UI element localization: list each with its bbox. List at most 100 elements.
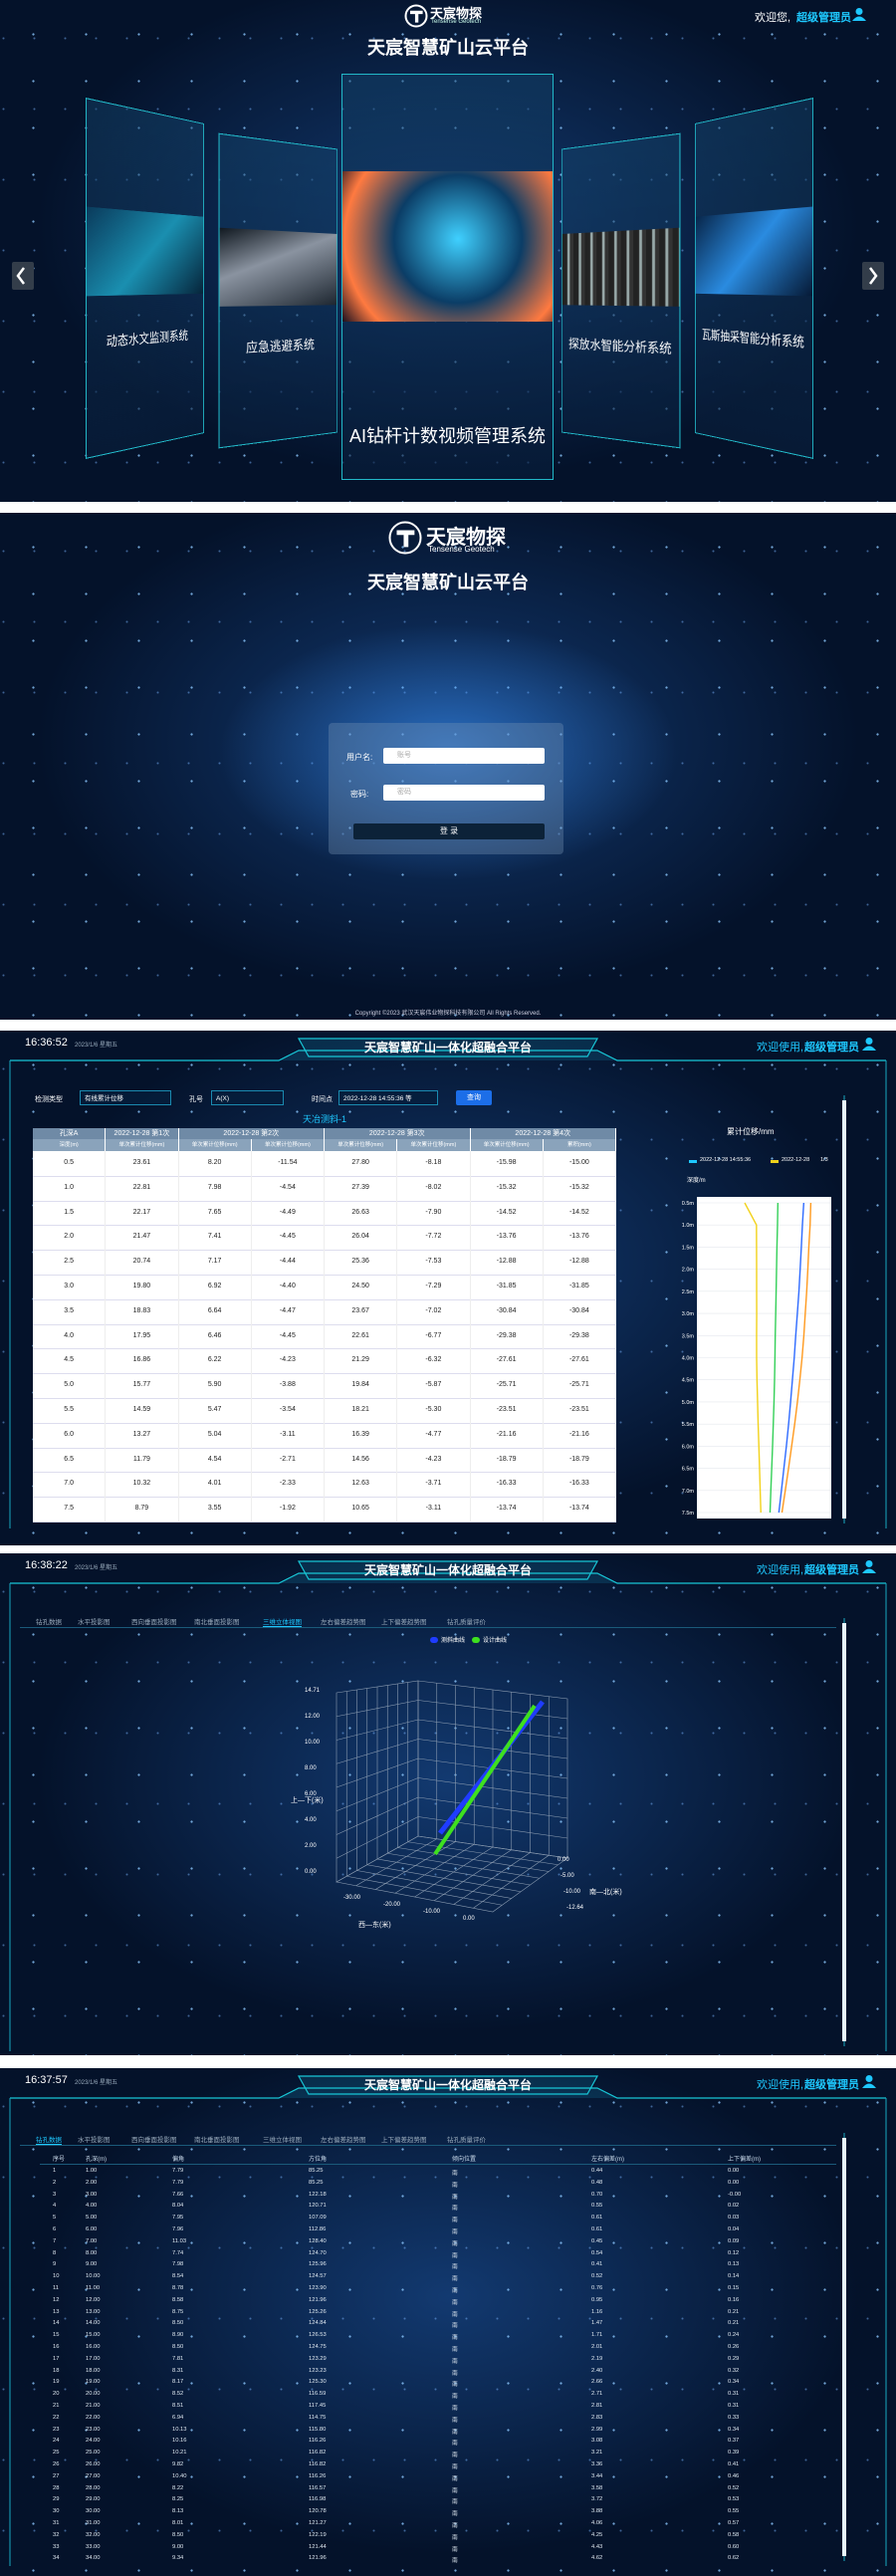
cell: 0.54 [591,2249,603,2256]
filter-select[interactable]: 2022-12-28 14:55:36 等 [338,1090,438,1105]
y-tick-label: 3.0m [682,1311,695,1317]
y-tick-label: -10.00 [563,1889,581,1895]
cell: 南 [452,2417,458,2424]
cell: 27.39 [325,1175,398,1201]
header-line [10,2075,886,2099]
cell: 2.81 [591,2403,603,2409]
cell: 14.56 [325,1447,398,1473]
cell: 南 [452,2406,458,2412]
cell: 8.13 [172,2508,184,2515]
login-button[interactable]: 登 录 [353,823,545,839]
cell: -0.00 [728,2191,742,2198]
cell: 2.01 [591,2344,603,2350]
cell: 8.50 [172,2344,184,2350]
column-header: 单次累计位移(mm) [325,1139,398,1151]
tab[interactable]: 钻孔质量评价 [447,2137,486,2144]
y-tick-label: 7.0m [682,1489,695,1495]
row-line [33,1373,616,1375]
cell: -4.40 [252,1275,325,1299]
logo-text: 天宸物探 [430,6,483,21]
cell: -13.76 [471,1225,544,1251]
filter-select[interactable]: A(X) [211,1090,284,1105]
tab[interactable]: 钻孔数据 [36,1619,62,1626]
cell: 25.36 [325,1250,398,1275]
filter-select[interactable]: 有线累计位移 [80,1090,171,1105]
system-card[interactable]: 应急逃避系统 [218,132,338,449]
z-tick-label: 2.00 [305,1843,317,1849]
cell: 20.00 [86,2391,101,2398]
tab[interactable]: 上下偏差趋势图 [381,2137,427,2144]
cell: 0.55 [591,2203,603,2210]
cell: -3.54 [252,1398,325,1423]
cell: 南 [452,2499,458,2506]
tab[interactable]: 左右偏差趋势图 [321,2137,366,2144]
cell: 0.34 [728,2379,740,2386]
cell: 7.79 [172,2179,184,2186]
tab[interactable]: 三维立体视图 [263,2137,302,2144]
cell: -29.38 [471,1323,544,1349]
cell: 26.04 [325,1225,398,1251]
query-button[interactable]: 查询 [456,1090,492,1105]
logo-ring [404,4,428,28]
cell: 3.55 [179,1497,252,1522]
tab[interactable]: 南北垂面投影图 [194,2137,240,2144]
cell: 10.16 [172,2438,187,2445]
cell: 3.08 [591,2438,603,2445]
cell: 15.77 [106,1373,179,1398]
password-input[interactable]: 密码 [383,785,545,801]
cell: 5.90 [179,1373,252,1398]
system-card[interactable]: AI钻杆计数视频管理系统 [341,74,554,480]
user-icon [862,1560,876,1573]
tab[interactable]: 南北垂面投影图 [194,1619,240,1626]
x-tick-label: 0.00 [463,1916,475,1922]
cell: 7.98 [172,2261,184,2268]
cell: 14.00 [86,2320,101,2327]
tab[interactable]: 水平投影图 [78,2137,111,2144]
cell: 南 [452,2382,458,2389]
cell: 0.31 [728,2391,740,2398]
cell: 125.96 [309,2261,327,2268]
cell: -16.33 [544,1472,616,1498]
username-input[interactable]: 账号 [383,748,545,764]
tab[interactable]: 三维立体视图 [263,1616,302,1627]
cell: 33.00 [86,2543,101,2550]
tab[interactable]: 钻孔质量评价 [447,1619,486,1626]
cell: 7.96 [172,2226,184,2232]
cell: 7.00 [86,2237,98,2244]
cell: 2.83 [591,2414,603,2421]
cell: 南 [452,2229,458,2235]
tab[interactable]: 钻孔数据 [36,2134,62,2145]
cell: 18.83 [106,1298,179,1324]
carousel-arrow[interactable] [862,262,884,290]
cell: 4.00 [86,2203,98,2210]
cell: 13.27 [106,1422,179,1448]
system-card[interactable]: 探放水智能分析系统 [560,132,681,449]
tab[interactable]: 西向垂面投影图 [131,1619,177,1626]
cell: -3.88 [252,1373,325,1398]
cell: 3.0 [33,1275,107,1299]
card-label: AI钻杆计数视频管理系统 [348,426,546,447]
carousel-arrow[interactable] [12,262,34,290]
cell: 4.43 [591,2543,603,2550]
card-image [695,206,813,297]
cell: 21.00 [86,2403,101,2409]
cell: 32.00 [86,2531,101,2538]
tab[interactable]: 上下偏差趋势图 [381,1619,427,1626]
system-card[interactable]: 动态水文监测系统 [85,98,204,459]
column-header: 单次累计位移(mm) [106,1139,179,1151]
cell: -4.47 [252,1298,325,1324]
tab[interactable]: 左右偏差趋势图 [321,1619,366,1626]
cell: -2.71 [252,1447,325,1473]
cell: -18.79 [471,1447,544,1473]
tab[interactable]: 西向垂面投影图 [131,2137,177,2144]
cell: 7.5 [33,1497,107,1522]
system-card[interactable]: 瓦斯抽采智能分析系统 [695,98,814,459]
cell: 8.90 [172,2332,184,2339]
tab[interactable]: 水平投影图 [78,1619,111,1626]
filter-label: 时间点 [312,1096,333,1103]
arrow-icon [16,267,25,285]
cell: 13.00 [86,2308,101,2315]
row-line [33,1398,616,1399]
cell: 0.52 [591,2273,603,2280]
cell: 0.55 [728,2508,740,2515]
